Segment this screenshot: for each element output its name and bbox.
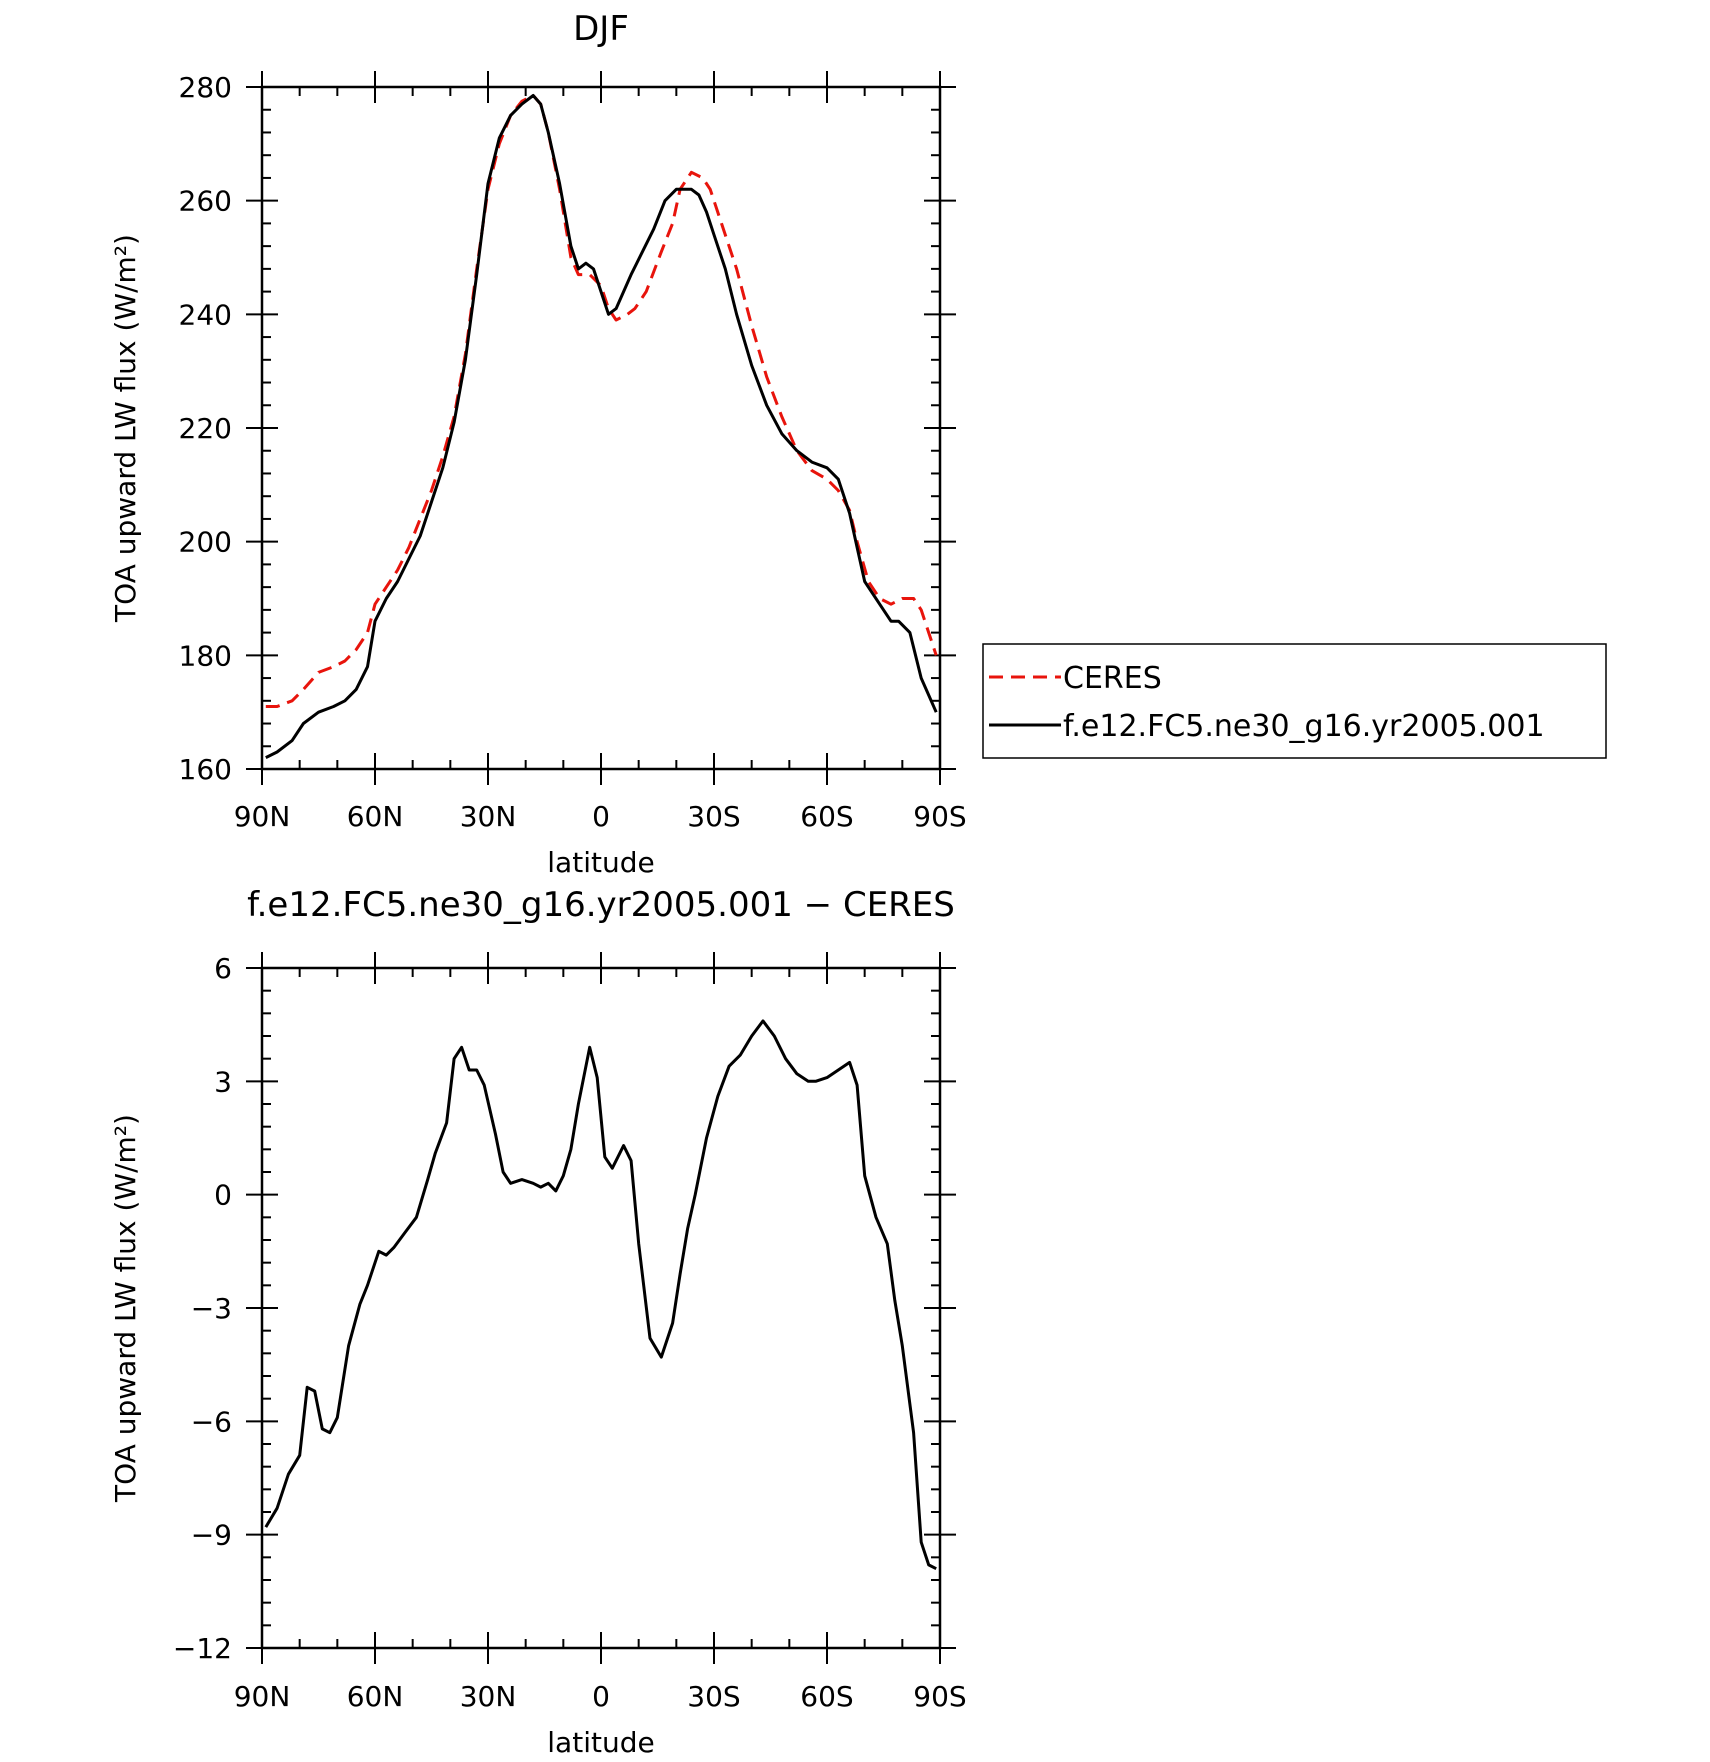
x-tick-label: 0: [592, 800, 610, 833]
y-tick-label: 160: [179, 753, 232, 786]
x-tick-label: 60N: [347, 800, 404, 833]
legend-label: CERES: [1063, 661, 1162, 696]
x-tick-label: 30S: [687, 1680, 740, 1713]
x-tick-label: 30N: [460, 1680, 517, 1713]
x-tick-label: 90S: [913, 1680, 966, 1713]
y-tick-label: 260: [179, 185, 232, 218]
y-axis-title: TOA upward LW flux (W/m²): [109, 234, 142, 623]
x-tick-label: 60N: [347, 1680, 404, 1713]
legend-box: [982, 643, 1607, 759]
x-tick-label: 90S: [913, 800, 966, 833]
x-axis-title: latitude: [547, 846, 654, 879]
plot-frame: [260, 85, 942, 771]
x-tick-label: 90N: [234, 1680, 291, 1713]
x-tick-label: 30S: [687, 800, 740, 833]
y-axis-title: TOA upward LW flux (W/m²): [109, 1114, 142, 1503]
y-tick-label: 240: [179, 298, 232, 331]
chart-title: DJF: [573, 9, 629, 49]
y-tick-label: 3: [214, 1065, 232, 1098]
legend: CERES f.e12.FC5.ne30_g16.yr2005.001: [982, 643, 1607, 759]
x-tick-label: 60S: [800, 1680, 853, 1713]
y-tick-label: 220: [179, 412, 232, 445]
series-line-0: [265, 94, 938, 708]
difference-panel: f.e12.FC5.ne30_g16.yr2005.001 − CERES 90N…: [109, 885, 967, 1759]
flux-panel: DJF 90N 60N 30N 0 30S 60S 90S 160 180 200 220 240 260…: [109, 9, 1607, 879]
y-tick-label: −9: [191, 1519, 232, 1552]
y-tick-label: −12: [173, 1632, 232, 1665]
y-tick-label: −6: [191, 1405, 232, 1438]
x-tick-label: 30N: [460, 800, 517, 833]
y-tick-label: 280: [179, 71, 232, 104]
y-tick-label: −3: [191, 1292, 232, 1325]
y-tick-label: 200: [179, 526, 232, 559]
x-tick-label: 0: [592, 1680, 610, 1713]
x-axis-title: latitude: [547, 1726, 654, 1759]
y-tick-label: 180: [179, 639, 232, 672]
y-tick-label: 0: [214, 1179, 232, 1212]
x-tick-label: 90N: [234, 800, 291, 833]
legend-label: f.e12.FC5.ne30_g16.yr2005.001: [1063, 709, 1545, 744]
y-tick-label: 6: [214, 952, 232, 985]
x-tick-label: 60S: [800, 800, 853, 833]
chart-title: f.e12.FC5.ne30_g16.yr2005.001 − CERES: [247, 885, 955, 925]
series-line-0: [264, 1019, 937, 1571]
series-line-1: [265, 94, 938, 759]
